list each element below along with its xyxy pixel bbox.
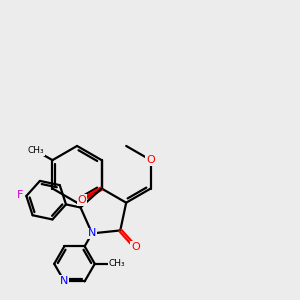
Text: N: N [60,276,69,286]
Text: F: F [17,190,24,200]
Text: CH₃: CH₃ [27,146,44,155]
Text: O: O [131,242,140,252]
Text: O: O [78,195,86,205]
Text: N: N [88,228,96,239]
Text: O: O [146,155,155,165]
Text: CH₃: CH₃ [109,259,125,268]
